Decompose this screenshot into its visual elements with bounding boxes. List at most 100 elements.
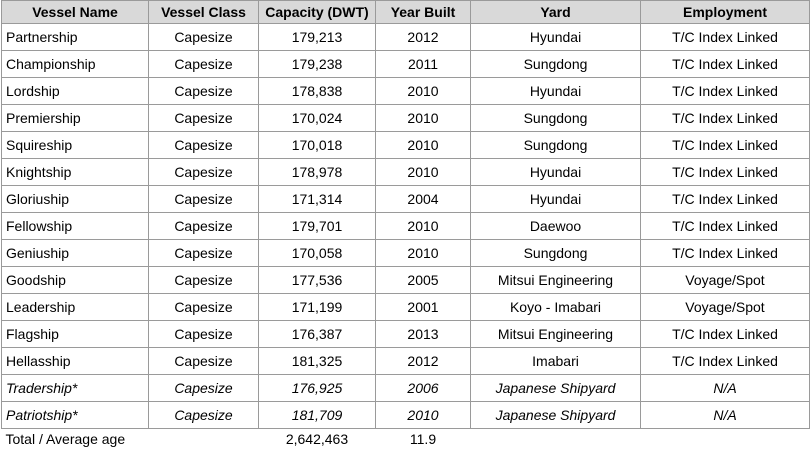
total-capacity: 2,642,463 bbox=[285, 431, 349, 447]
table-cell: 176,925 bbox=[258, 374, 376, 402]
table-cell: 2006 bbox=[375, 374, 471, 402]
table-cell: 2010 bbox=[375, 104, 471, 132]
table-cell: 2010 bbox=[375, 158, 471, 186]
table-row: Hellasship Capesize 181,325 2012 Imabari T/C … bbox=[1, 347, 810, 375]
table-cell: Capesize bbox=[148, 347, 259, 375]
header-cell: Capacity (DWT) bbox=[258, 0, 376, 24]
table-cell: T/C Index Linked bbox=[640, 131, 810, 159]
table-cell: Gloriuship bbox=[1, 185, 149, 213]
table-cell: 178,978 bbox=[258, 158, 376, 186]
table-cell: Capesize bbox=[148, 185, 259, 213]
table-cell: Sungdong bbox=[470, 50, 641, 78]
table-cell: Capesize bbox=[148, 320, 259, 348]
table-cell: T/C Index Linked bbox=[640, 23, 810, 51]
table-cell: Capesize bbox=[148, 293, 259, 321]
table-row: Flagship Capesize 176,387 2013 Mitsui Engine… bbox=[1, 320, 810, 348]
table-cell: Capesize bbox=[148, 266, 259, 294]
table-cell: Hyundai bbox=[470, 23, 641, 51]
table-cell: 2010 bbox=[375, 212, 471, 240]
header-cell: Vessel Name bbox=[1, 0, 149, 24]
table-cell: Leadership bbox=[1, 293, 149, 321]
table-cell: Tradership* bbox=[1, 374, 149, 402]
table-cell: 179,701 bbox=[258, 212, 376, 240]
table-row: Fellowship Capesize 179,701 2010 Daewoo T/C I… bbox=[1, 212, 810, 240]
table-cell: T/C Index Linked bbox=[640, 212, 810, 240]
table-cell: 2010 bbox=[375, 77, 471, 105]
total-label: Total / Average age bbox=[5, 431, 126, 447]
table-cell: Knightship bbox=[1, 158, 149, 186]
table-cell: 176,387 bbox=[258, 320, 376, 348]
table-cell: Sungdong bbox=[470, 131, 641, 159]
table-cell: Capesize bbox=[148, 158, 259, 186]
table-row: Goodship Capesize 177,536 2005 Mitsui Engine… bbox=[1, 266, 810, 294]
table-cell: Capesize bbox=[148, 104, 259, 132]
table-row: Geniuship Capesize 170,058 2010 Sungdong T/C … bbox=[1, 239, 810, 267]
table-cell: T/C Index Linked bbox=[640, 77, 810, 105]
table-row: Squireship Capesize 170,018 2010 Sungdong T/C… bbox=[1, 131, 810, 159]
table-cell: Imabari bbox=[470, 347, 641, 375]
table-cell: Fellowship bbox=[1, 212, 149, 240]
table-cell: Capesize bbox=[148, 374, 259, 402]
table-cell: Japanese Shipyard bbox=[470, 401, 641, 429]
table-cell: 2004 bbox=[375, 185, 471, 213]
table-cell: Capesize bbox=[148, 239, 259, 267]
table-cell: T/C Index Linked bbox=[640, 158, 810, 186]
header-row: Vessel Name Vessel Class Capacity (DWT) Yea… bbox=[1, 0, 810, 24]
table-row: Premiership Capesize 170,024 2010 Sungdong T/… bbox=[1, 104, 810, 132]
table-cell: T/C Index Linked bbox=[640, 347, 810, 375]
table-cell: N/A bbox=[640, 401, 810, 429]
table-cell: 177,536 bbox=[258, 266, 376, 294]
total-row: Total / Average age 2,642,463 11.9 bbox=[2, 429, 810, 450]
table-cell: 2005 bbox=[375, 266, 471, 294]
table-cell: Koyo - Imabari bbox=[470, 293, 641, 321]
table-cell: T/C Index Linked bbox=[640, 104, 810, 132]
table-cell: Hyundai bbox=[470, 77, 641, 105]
table-cell: 179,213 bbox=[258, 23, 376, 51]
header-cell: Vessel Class bbox=[148, 0, 259, 24]
table-cell: 181,325 bbox=[258, 347, 376, 375]
table-cell: N/A bbox=[640, 374, 810, 402]
table-row: Gloriuship Capesize 171,314 2004 Hyundai T/C … bbox=[1, 185, 810, 213]
table-row: Championship Capesize 179,238 2011 Sungdong T… bbox=[1, 50, 810, 78]
header-cell: Employment bbox=[640, 0, 810, 24]
table-cell: 170,058 bbox=[258, 239, 376, 267]
table-cell: T/C Index Linked bbox=[640, 320, 810, 348]
table-cell: Flagship bbox=[1, 320, 149, 348]
table-cell: 2010 bbox=[375, 131, 471, 159]
table-row: Partnership Capesize 179,213 2012 Hyundai T/C… bbox=[1, 23, 810, 51]
table-cell: Geniuship bbox=[1, 239, 149, 267]
table-cell: 2011 bbox=[375, 50, 471, 78]
header-cell: Yard bbox=[470, 0, 641, 24]
table-cell: T/C Index Linked bbox=[640, 50, 810, 78]
table-cell: 2013 bbox=[375, 320, 471, 348]
table-cell: Mitsui Engineering bbox=[470, 266, 641, 294]
table-cell: Sungdong bbox=[470, 239, 641, 267]
table-cell: Capesize bbox=[148, 401, 259, 429]
table-cell: T/C Index Linked bbox=[640, 185, 810, 213]
table-cell: 171,199 bbox=[258, 293, 376, 321]
table-cell: Lordship bbox=[1, 77, 149, 105]
table-cell: 2010 bbox=[375, 239, 471, 267]
table-cell: 2001 bbox=[375, 293, 471, 321]
table-cell: Hyundai bbox=[470, 158, 641, 186]
table-cell: Capesize bbox=[148, 212, 259, 240]
table-cell: 2010 bbox=[375, 401, 471, 429]
table-cell: Goodship bbox=[1, 266, 149, 294]
table-cell: Squireship bbox=[1, 131, 149, 159]
table-cell: Championship bbox=[1, 50, 149, 78]
table-cell: Hellasship bbox=[1, 347, 149, 375]
table-cell: 170,024 bbox=[258, 104, 376, 132]
table-cell: 181,709 bbox=[258, 401, 376, 429]
table-cell: 179,238 bbox=[258, 50, 376, 78]
table-cell: Sungdong bbox=[470, 104, 641, 132]
table-cell: Capesize bbox=[148, 50, 259, 78]
total-average-age: 11.9 bbox=[409, 431, 437, 447]
table-cell: Patriotship* bbox=[1, 401, 149, 429]
table-cell: Voyage/Spot bbox=[640, 266, 810, 294]
table-cell: Japanese Shipyard bbox=[470, 374, 641, 402]
table-cell: Daewoo bbox=[470, 212, 641, 240]
table-body: Partnership Capesize 179,213 2012 Hyundai T/C… bbox=[1, 23, 810, 450]
table-row: Knightship Capesize 178,978 2010 Hyundai T/C … bbox=[1, 158, 810, 186]
table-cell: Capesize bbox=[148, 77, 259, 105]
